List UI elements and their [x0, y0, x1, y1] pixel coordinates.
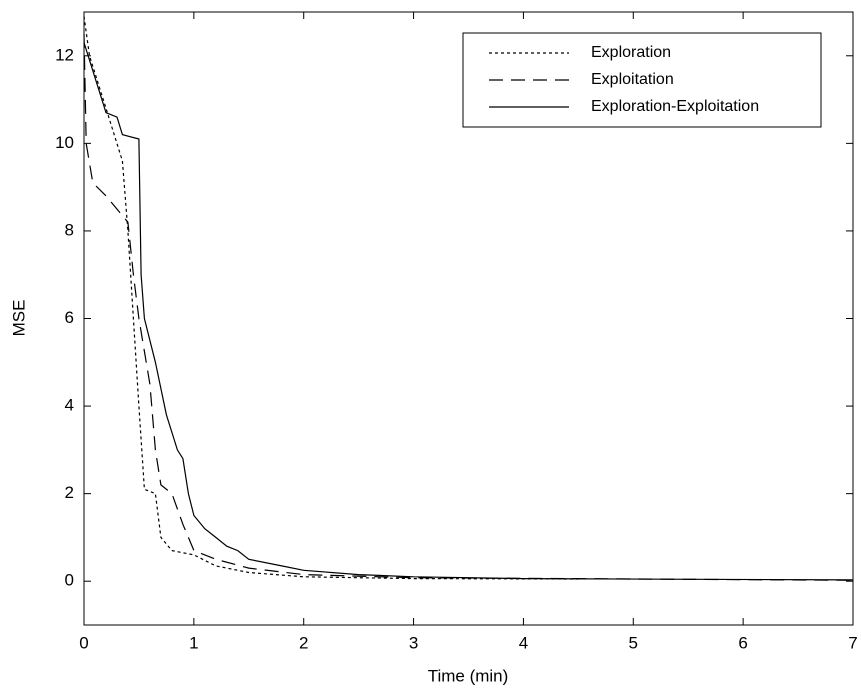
legend-label: Exploration-Exploitation [591, 98, 759, 115]
x-tick-label: 6 [738, 633, 747, 652]
x-tick-label: 1 [189, 633, 198, 652]
y-tick-label: 0 [65, 571, 74, 590]
y-tick-label: 8 [65, 220, 74, 239]
x-tick-label: 2 [299, 633, 308, 652]
x-tick-label: 7 [848, 633, 857, 652]
x-axis-label: Time (min) [428, 666, 509, 685]
legend-label: Exploitation [591, 71, 674, 88]
legend: Exploration Exploitation Exploration-Explo… [462, 32, 822, 128]
x-tick-label: 4 [519, 633, 528, 652]
series-line [83, 42, 854, 581]
series-line [83, 33, 854, 581]
y-tick-label: 4 [65, 396, 74, 415]
x-tick-label: 5 [629, 633, 638, 652]
x-tick-label: 3 [409, 633, 418, 652]
legend-label: Exploration [591, 44, 671, 61]
y-tick-label: 6 [65, 308, 74, 327]
y-tick-label: 10 [55, 133, 74, 152]
y-axis-label: MSE [9, 300, 28, 337]
x-tick-label: 0 [79, 633, 88, 652]
y-tick-label: 12 [55, 45, 74, 64]
y-tick-label: 2 [65, 483, 74, 502]
